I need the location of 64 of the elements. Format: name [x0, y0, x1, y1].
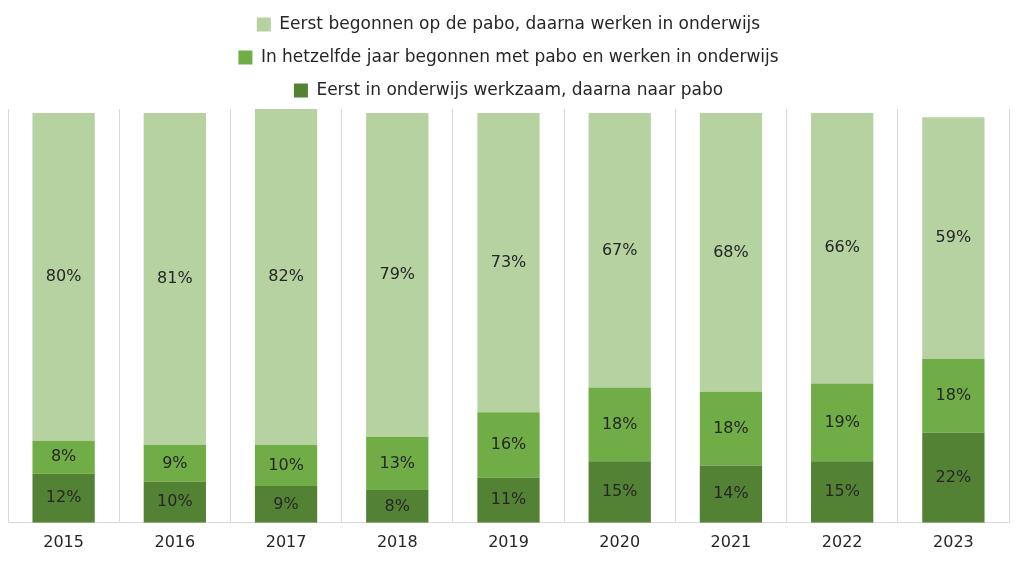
data-label: 11%: [490, 489, 527, 509]
data-label: 67%: [601, 239, 638, 259]
x-tick-label: 2017: [265, 531, 307, 551]
bar: [811, 113, 874, 384]
x-tick-label: 2023: [933, 531, 974, 551]
data-label: 73%: [490, 251, 527, 271]
data-label: 81%: [157, 268, 193, 288]
bar: [922, 358, 985, 433]
bar: [477, 412, 540, 478]
bar: [811, 383, 874, 462]
data-label: 82%: [268, 266, 304, 286]
bar: [588, 387, 651, 462]
data-label: 14%: [713, 483, 749, 503]
bar: [922, 432, 985, 523]
data-label: 79%: [379, 264, 416, 284]
data-label: 10%: [157, 491, 193, 511]
bar: [254, 109, 318, 445]
data-label: 15%: [824, 481, 860, 501]
x-tick-label: 2015: [43, 531, 84, 551]
bar: [588, 461, 651, 523]
bar: [366, 113, 429, 437]
bar: [477, 477, 540, 523]
data-label: 68%: [713, 241, 749, 261]
bar: [699, 391, 763, 466]
data-label: 15%: [601, 481, 638, 501]
x-tick-label: 2016: [154, 531, 196, 551]
data-label: 10%: [268, 454, 304, 474]
data-label: 13%: [379, 452, 416, 472]
bar: [143, 444, 206, 482]
data-label: 22%: [935, 466, 972, 486]
bar: [699, 113, 763, 392]
data-label: 9%: [162, 452, 188, 472]
x-tick-label: 2020: [599, 531, 641, 551]
bar: [588, 113, 651, 388]
data-label: 66%: [824, 237, 860, 257]
x-tick-label: 2019: [488, 531, 529, 551]
data-label: 9%: [273, 493, 299, 513]
bar: [32, 440, 95, 474]
x-tick-label: 2018: [376, 531, 418, 551]
legend-label: Eerst begonnen op de pabo, daarna werken in onderwijs: [279, 12, 761, 33]
data-label: 80%: [45, 266, 82, 286]
bar: [811, 461, 874, 523]
x-tick-label: 2021: [710, 531, 752, 551]
bar: [477, 113, 540, 413]
bar: [32, 113, 95, 441]
bar: [699, 465, 763, 523]
data-label: 18%: [935, 384, 972, 404]
data-label: 18%: [713, 417, 749, 437]
bar: [32, 473, 95, 523]
data-label: 59%: [935, 227, 972, 247]
bar: [922, 117, 985, 359]
data-label: 18%: [601, 413, 638, 433]
legend-label: Eerst in onderwijs werkzaam, daarna naar pabo: [316, 78, 724, 99]
bar: [254, 485, 318, 523]
data-label: 12%: [45, 487, 82, 507]
data-label: 19%: [824, 411, 860, 431]
bar: [143, 113, 206, 445]
data-label: 8%: [384, 495, 410, 515]
bar: [366, 436, 429, 491]
data-label: 16%: [490, 434, 527, 454]
legend-label: In hetzelfde jaar begonnen met pabo en werken in onderwijs: [260, 45, 779, 66]
data-label: 8%: [50, 446, 77, 466]
bar: [254, 444, 318, 486]
x-tick-label: 2022: [821, 531, 863, 551]
